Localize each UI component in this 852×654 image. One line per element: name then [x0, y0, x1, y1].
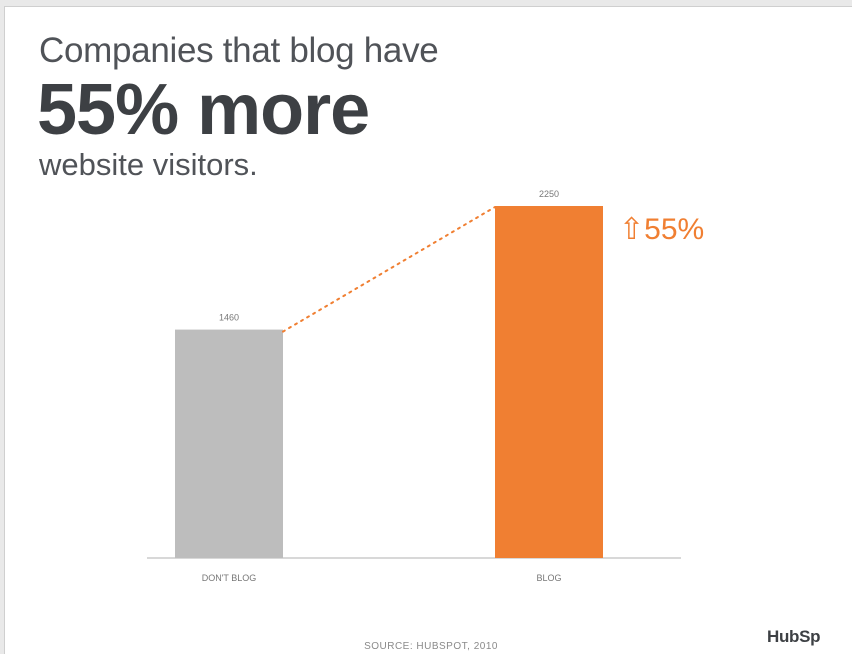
- bar-chart: 1460 DON'T BLOG 2250 BLOG ⇧55%: [147, 189, 704, 583]
- bar-blog: [495, 206, 603, 558]
- hubspot-logo: HubSp: [767, 627, 821, 646]
- category-label: BLOG: [536, 573, 561, 583]
- category-label: DON'T BLOG: [202, 573, 257, 583]
- data-label: 2250: [539, 189, 559, 199]
- bar-dont-blog: [175, 329, 283, 558]
- source-note: SOURCE: HUBSPOT, 2010: [364, 641, 498, 652]
- connector-dotted-line: [282, 206, 496, 333]
- slide: Companies that blog have 55% more websit…: [4, 6, 852, 654]
- headline-line3: website visitors.: [39, 147, 258, 182]
- growth-annotation: ⇧55%: [619, 213, 704, 246]
- headline-emphasis: 55% more: [37, 70, 370, 150]
- data-label: 1460: [219, 313, 239, 323]
- headline-line1: Companies that blog have: [39, 31, 439, 70]
